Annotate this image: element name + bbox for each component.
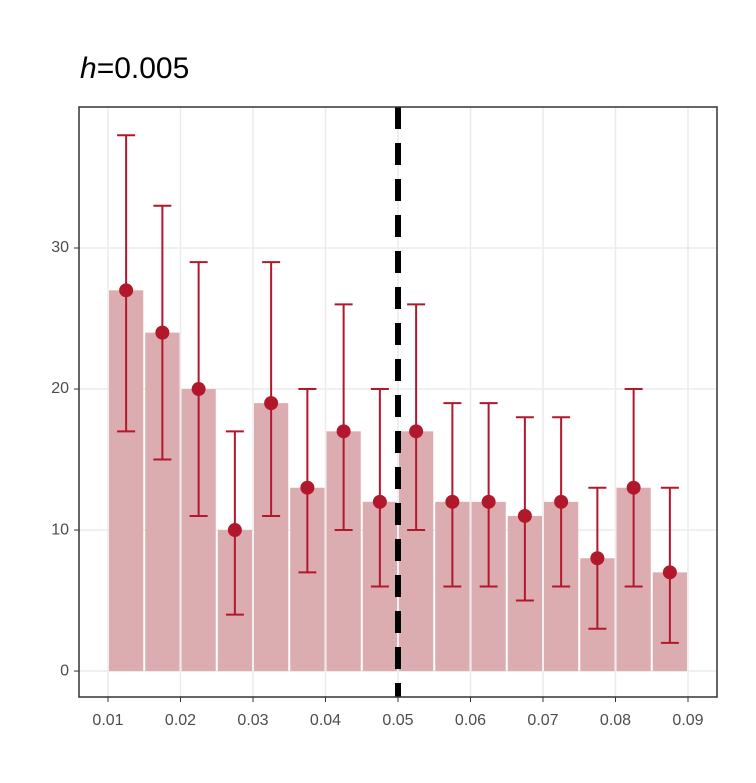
- point: [336, 424, 351, 439]
- error-bar: [262, 261, 281, 517]
- x-tick-label: 0.04: [310, 712, 341, 729]
- point: [264, 396, 279, 411]
- x-tick-label: 0.09: [672, 712, 703, 729]
- error-bar: [407, 303, 426, 532]
- x-tick-label: 0.06: [455, 712, 486, 729]
- error-bar: [515, 416, 534, 602]
- point: [227, 523, 242, 538]
- x-tick-label: 0.07: [527, 712, 558, 729]
- error-bar: [443, 402, 462, 588]
- point: [517, 508, 532, 523]
- point: [445, 494, 460, 509]
- error-bar: [298, 388, 317, 574]
- error-bar: [660, 486, 679, 644]
- x-tick-label: 0.05: [382, 712, 413, 729]
- title-text: =0.005: [97, 52, 190, 85]
- y-tick-label: 0: [60, 662, 69, 679]
- panel-border: [78, 106, 718, 698]
- x-tick-label: 0.01: [92, 712, 123, 729]
- y-tick-label: 30: [51, 239, 69, 256]
- error-bar: [334, 303, 353, 532]
- point: [155, 325, 170, 340]
- y-tick-label: 10: [51, 521, 69, 538]
- point: [481, 494, 496, 509]
- point: [662, 565, 677, 580]
- point: [554, 494, 569, 509]
- title-symbol: h: [80, 52, 97, 85]
- error-bar: [225, 430, 244, 616]
- x-tick-label: 0.08: [600, 712, 631, 729]
- error-bar: [479, 402, 498, 588]
- error-bar: [370, 388, 389, 588]
- point: [409, 424, 424, 439]
- y-tick-label: 20: [51, 380, 69, 397]
- point: [300, 480, 315, 495]
- point: [590, 551, 605, 566]
- point: [626, 480, 641, 495]
- point: [119, 283, 134, 298]
- error-bar: [117, 134, 136, 433]
- point: [372, 494, 387, 509]
- point: [191, 382, 206, 397]
- x-tick-label: 0.02: [165, 712, 196, 729]
- x-tick-label: 0.03: [237, 712, 268, 729]
- chart-title: h=0.005: [80, 52, 189, 85]
